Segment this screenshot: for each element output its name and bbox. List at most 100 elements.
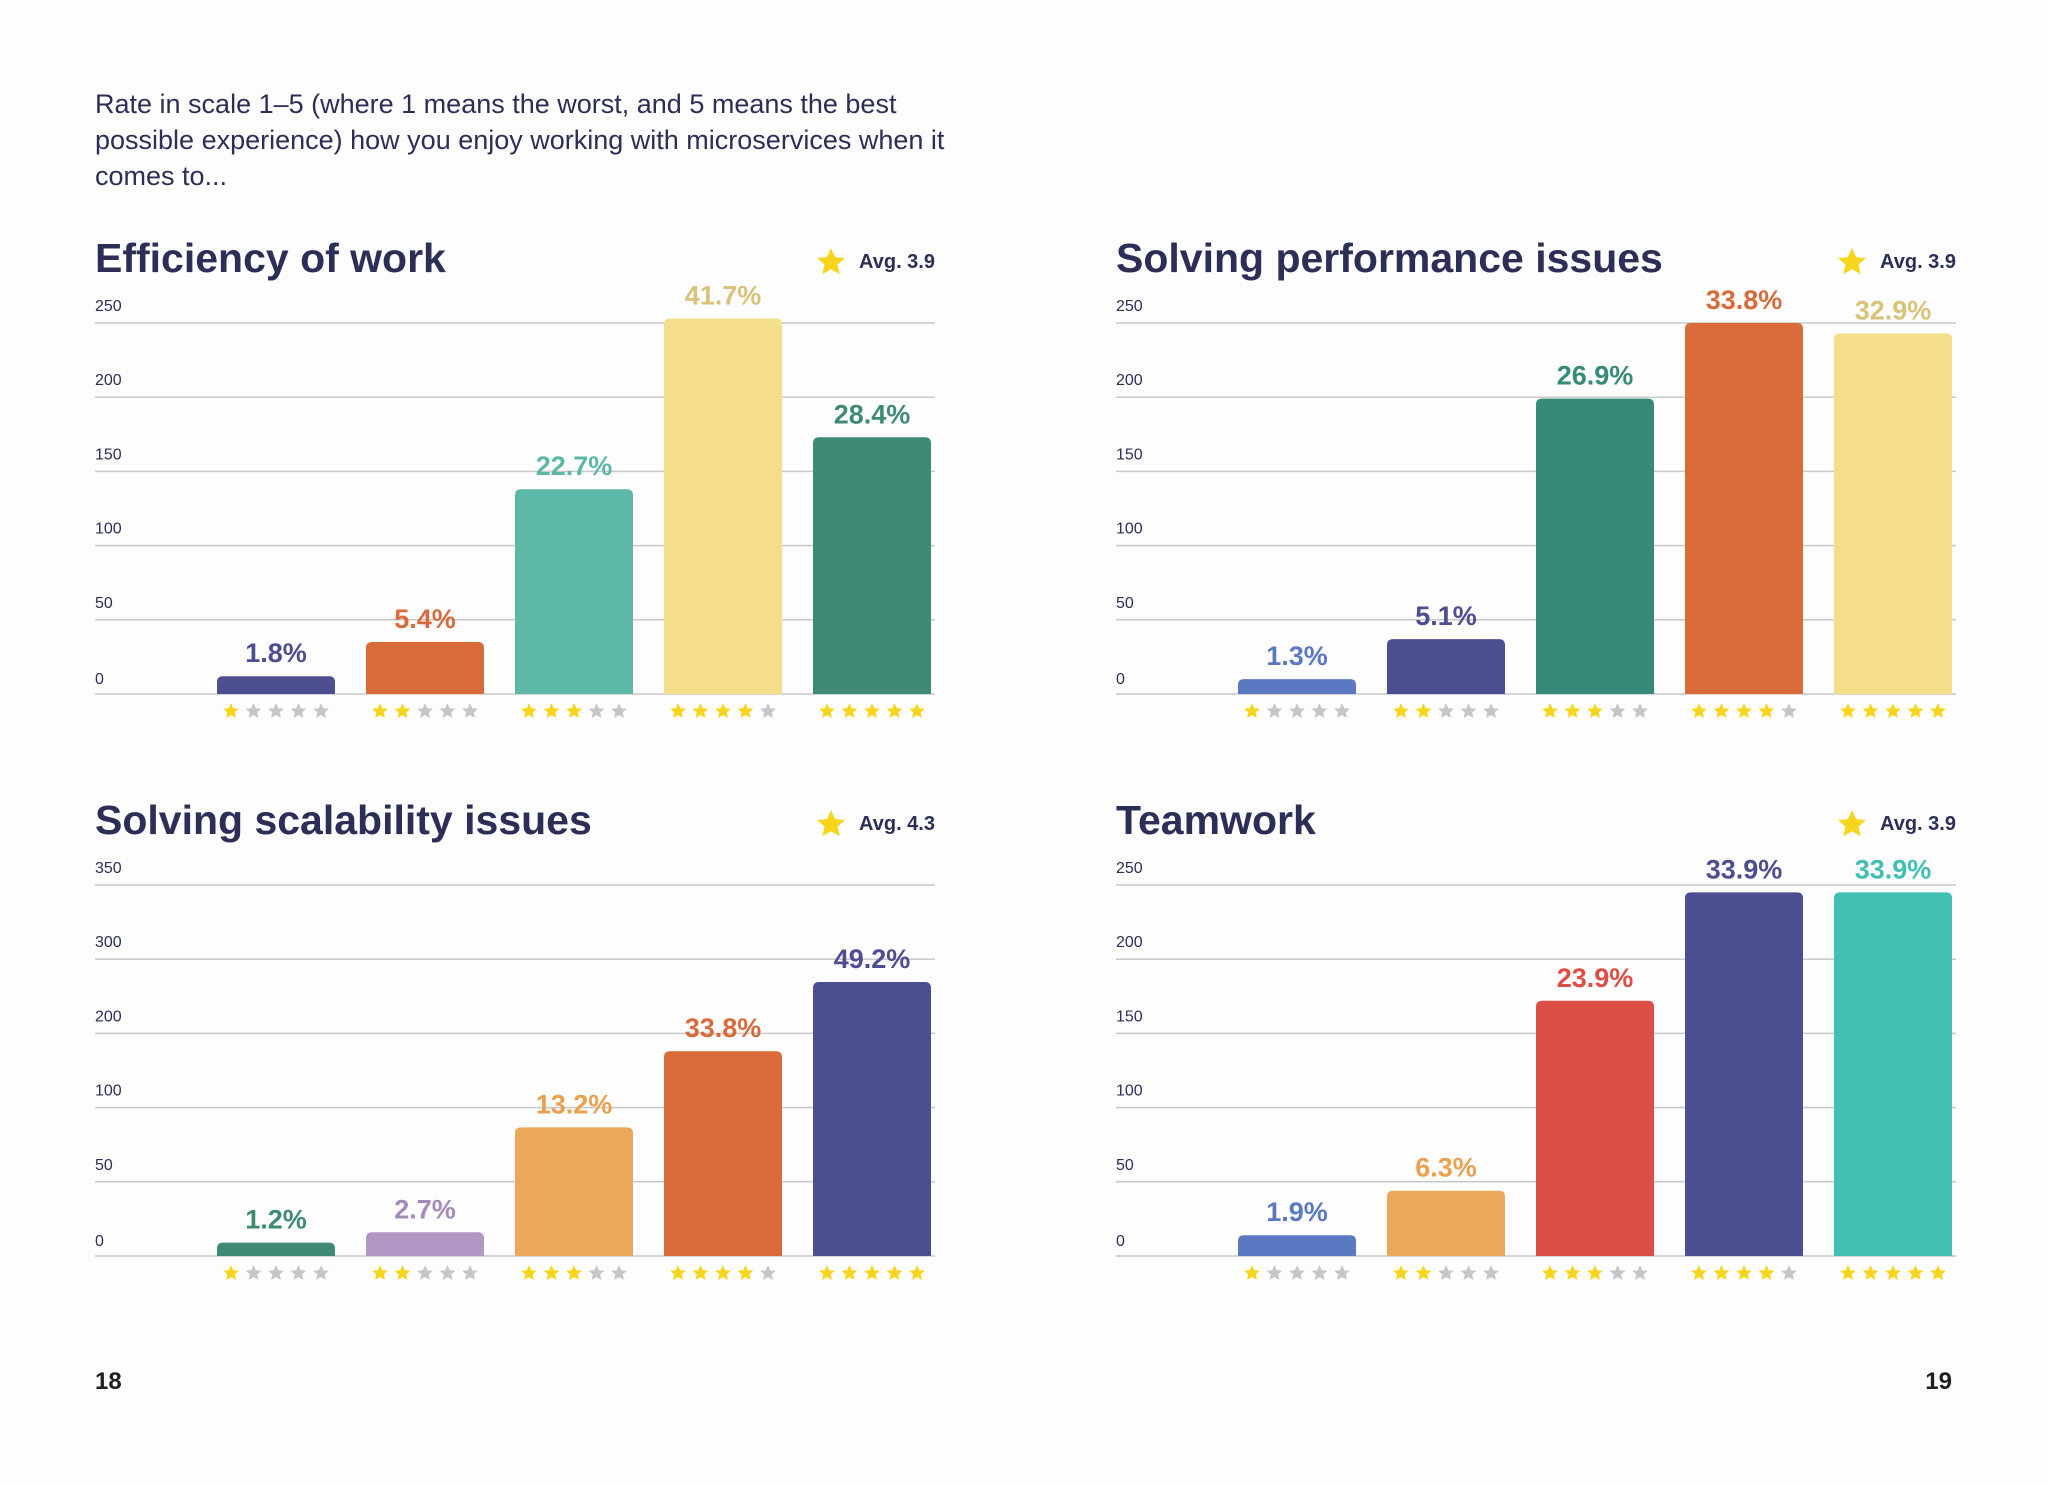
average-label: Avg. 4.3 <box>859 812 935 835</box>
star-filled-icon <box>1758 1265 1775 1280</box>
star-icon <box>1838 248 1867 275</box>
star-icon <box>1838 810 1867 837</box>
star-filled-icon <box>223 703 239 718</box>
bar-1-star <box>1238 679 1356 694</box>
star-filled-icon <box>1542 703 1558 718</box>
star-filled-icon <box>1691 1265 1707 1280</box>
star-filled-icon <box>819 703 835 718</box>
star-empty-icon <box>1334 703 1350 718</box>
bar-2-star <box>366 1232 484 1256</box>
y-tick-label: 50 <box>95 595 113 612</box>
survey-question: Rate in scale 1–5 (where 1 means the wor… <box>95 89 945 191</box>
average-label: Avg. 3.9 <box>859 250 935 273</box>
star-filled-icon <box>1862 703 1879 718</box>
star-empty-icon <box>760 703 776 718</box>
star-filled-icon <box>1930 1265 1946 1280</box>
bar-2-star <box>366 642 484 694</box>
star-filled-icon <box>864 703 880 718</box>
star-filled-icon <box>909 1265 925 1280</box>
bar-value-label: 1.9% <box>1266 1197 1328 1227</box>
chart-title: Solving performance issues <box>1116 235 1663 281</box>
y-tick-label: 150 <box>1116 446 1143 463</box>
bar-2-star <box>1387 639 1505 694</box>
bar-chart: 250 200 150 100 50 0 1.8% 5.4% 22.7% 41.7% 28.4% <box>95 281 935 755</box>
star-filled-icon <box>1564 1265 1581 1280</box>
star-filled-icon <box>1415 703 1432 718</box>
star-filled-icon <box>521 703 537 718</box>
star-filled-icon <box>1736 1265 1752 1280</box>
star-filled-icon <box>543 703 560 718</box>
star-filled-icon <box>737 703 754 718</box>
y-tick-label: 250 <box>1116 298 1143 315</box>
chart-panel-performance: Solving performance issues Avg. 3.9 250 2… <box>1116 235 1956 775</box>
bar-value-label: 33.9% <box>1706 854 1783 884</box>
star-empty-icon <box>290 1265 307 1280</box>
y-tick-label: 200 <box>1116 934 1143 951</box>
star-filled-icon <box>1736 703 1752 718</box>
bar-chart: 250 200 150 100 50 0 1.9% 6.3% 23.9% 33.9% 33.9% <box>1116 854 1956 1317</box>
star-empty-icon <box>1438 1265 1454 1280</box>
star-empty-icon <box>611 1265 627 1280</box>
bar-4-star <box>664 1051 782 1256</box>
star-empty-icon <box>1334 1265 1350 1280</box>
bar-chart: 350 300 200 100 50 0 1.2% 2.7% 13.2% 33.8% 49.2% <box>95 857 935 1317</box>
star-filled-icon <box>1542 1265 1558 1280</box>
star-filled-icon <box>1691 703 1707 718</box>
star-empty-icon <box>1266 703 1283 718</box>
bar-4-star <box>1685 323 1803 694</box>
bar-value-label: 1.3% <box>1266 641 1328 671</box>
star-empty-icon <box>1460 703 1477 718</box>
star-empty-icon <box>588 1265 605 1280</box>
star-filled-icon <box>1885 703 1901 718</box>
page-number-left: 18 <box>95 1368 122 1395</box>
chart-panel-scalability: Solving scalability issues Avg. 4.3 350 3… <box>95 797 935 1337</box>
bar-value-label: 33.8% <box>685 1013 762 1043</box>
bar-chart: 250 200 150 100 50 0 1.3% 5.1% 26.9% 33.8% 32.9% <box>1116 285 1956 755</box>
star-filled-icon <box>841 703 858 718</box>
chart-title: Efficiency of work <box>95 235 446 281</box>
star-empty-icon <box>1289 703 1305 718</box>
star-empty-icon <box>588 703 605 718</box>
star-filled-icon <box>372 703 388 718</box>
star-filled-icon <box>715 703 731 718</box>
star-empty-icon <box>268 1265 284 1280</box>
bar-5-star <box>1834 333 1952 694</box>
star-filled-icon <box>223 1265 239 1280</box>
y-tick-label: 200 <box>95 1008 122 1025</box>
star-filled-icon <box>1758 703 1775 718</box>
star-empty-icon <box>1311 703 1328 718</box>
bar-4-star <box>664 318 782 694</box>
y-tick-label: 50 <box>1116 1157 1134 1174</box>
bar-value-label: 22.7% <box>536 451 613 481</box>
bar-value-label: 33.8% <box>1706 285 1783 315</box>
star-empty-icon <box>1266 1265 1283 1280</box>
star-filled-icon <box>1244 703 1260 718</box>
star-filled-icon <box>1393 1265 1409 1280</box>
star-filled-icon <box>692 1265 709 1280</box>
average-rating: Avg. 3.9 <box>815 245 935 279</box>
star-filled-icon <box>1907 703 1924 718</box>
y-tick-label: 250 <box>1116 860 1143 877</box>
bar-1-star <box>1238 1235 1356 1256</box>
star-filled-icon <box>521 1265 537 1280</box>
star-empty-icon <box>611 703 627 718</box>
star-empty-icon <box>1781 1265 1797 1280</box>
bar-value-label: 26.9% <box>1557 361 1634 391</box>
y-tick-label: 100 <box>1116 521 1143 538</box>
bar-value-label: 49.2% <box>834 944 911 974</box>
chart-title: Solving scalability issues <box>95 797 592 843</box>
star-filled-icon <box>1862 1265 1879 1280</box>
average-rating: Avg. 3.9 <box>1836 245 1956 279</box>
star-filled-icon <box>1907 1265 1924 1280</box>
star-filled-icon <box>715 1265 731 1280</box>
star-filled-icon <box>1393 703 1409 718</box>
y-tick-label: 0 <box>1116 1233 1125 1250</box>
bar-value-label: 33.9% <box>1855 854 1932 884</box>
page-number-right: 19 <box>1925 1368 1952 1395</box>
star-filled-icon <box>692 703 709 718</box>
star-filled-icon <box>819 1265 835 1280</box>
star-empty-icon <box>268 703 284 718</box>
star-icon <box>817 810 846 837</box>
star-empty-icon <box>290 703 307 718</box>
star-icon <box>817 248 846 275</box>
